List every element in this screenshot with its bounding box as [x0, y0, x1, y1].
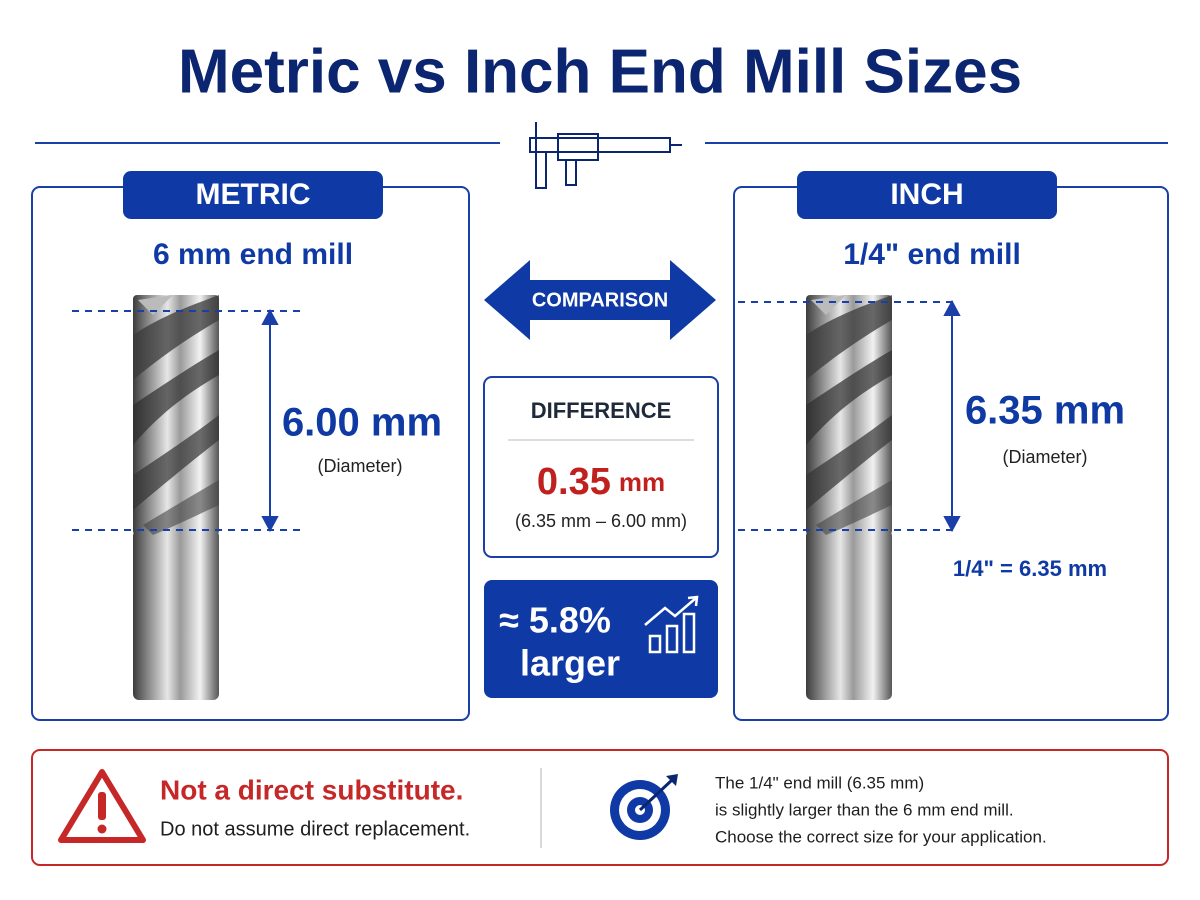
- metric-caption: (Diameter): [317, 456, 402, 476]
- percent-value: ≈ 5.8%: [499, 600, 611, 641]
- growth-icon: [644, 595, 699, 654]
- difference-formula: (6.35 mm – 6.00 mm): [515, 511, 687, 531]
- difference-unit: mm: [619, 467, 665, 497]
- footer-box: [31, 749, 1169, 866]
- metric-label: METRIC: [196, 178, 311, 211]
- metric-measure: 6.00 mm: [282, 401, 442, 445]
- warning-icon: [58, 769, 146, 843]
- warning-title: Not a direct substitute.: [160, 774, 463, 805]
- dimension-arrow: [943, 299, 961, 533]
- difference-label: DIFFERENCE: [531, 398, 672, 423]
- metric-pill: [123, 171, 383, 219]
- inch-pill: [797, 171, 1057, 219]
- info-line: is slightly larger than the 6 mm end mil…: [715, 800, 1014, 819]
- comparison-label: COMPARISON: [532, 289, 668, 311]
- info-line: Choose the correct size for your applica…: [715, 827, 1047, 846]
- metric-end-mill: [133, 295, 219, 700]
- info-text: The 1/4" end mill (6.35 mm) is slightly …: [715, 773, 1047, 846]
- inch-subtitle: 1/4" end mill: [843, 238, 1021, 271]
- metric-subtitle: 6 mm end mill: [153, 238, 353, 271]
- caliper-icon: [529, 122, 682, 189]
- percent-box: [484, 580, 718, 698]
- dimension-arrow: [261, 308, 279, 533]
- percent-caption: larger: [520, 643, 620, 684]
- inch-caption: (Diameter): [1002, 447, 1087, 467]
- info-line: The 1/4" end mill (6.35 mm): [715, 773, 924, 792]
- inch-measure: 6.35 mm: [965, 389, 1125, 433]
- inch-label: INCH: [890, 178, 963, 211]
- inch-end-mill: [806, 295, 892, 700]
- difference-number: 0.35: [537, 461, 611, 503]
- inch-conversion: 1/4" = 6.35 mm: [953, 556, 1107, 581]
- target-icon: [610, 774, 678, 840]
- comparison-arrow: [484, 260, 716, 340]
- difference-value: 0.35 mm: [537, 461, 665, 503]
- difference-box: [483, 376, 719, 558]
- title: Metric vs Inch End Mill Sizes: [178, 37, 1022, 106]
- warning-text: Do not assume direct replacement.: [160, 818, 470, 840]
